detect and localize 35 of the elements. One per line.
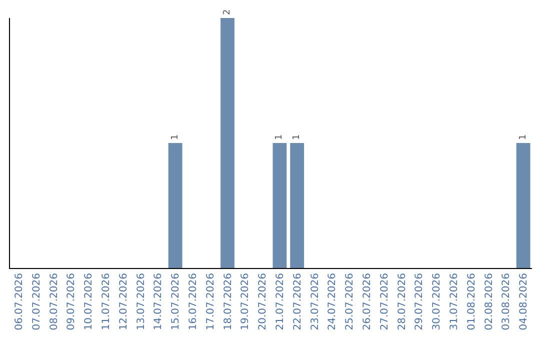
x-tick-label: 28.07.2026 — [396, 273, 408, 330]
x-tick-label: 17.07.2026 — [205, 273, 216, 330]
x-tick-label: 10.07.2026 — [84, 273, 95, 330]
x-tick-label: 04.08.2026 — [518, 273, 530, 330]
data-label: 2 — [222, 9, 232, 15]
x-tick-label: 01.08.2026 — [466, 273, 478, 330]
x-tick-label: 14.07.2026 — [153, 273, 164, 330]
x-tick-label: 19.07.2026 — [240, 273, 252, 330]
x-tick-label: 03.08.2026 — [501, 273, 512, 330]
x-tick-label: 27.07.2026 — [379, 273, 390, 330]
x-tick-label: 21.07.2026 — [274, 273, 286, 330]
x-tick-label: 02.08.2026 — [484, 273, 495, 330]
x-tick-label: 16.07.2026 — [188, 273, 199, 330]
x-tick-label: 22.07.2026 — [292, 273, 304, 330]
x-tick-label: 08.07.2026 — [48, 273, 60, 330]
x-tick-label: 11.07.2026 — [100, 273, 112, 330]
x-tick-label: 29.07.2026 — [414, 273, 426, 330]
x-tick-label: 30.07.2026 — [432, 273, 443, 330]
x-tick-label: 20.07.2026 — [258, 273, 269, 330]
x-tick-label: 24.07.2026 — [327, 273, 338, 330]
x-tick-label: 26.07.2026 — [362, 273, 373, 330]
x-tick-label: 07.07.2026 — [31, 273, 42, 330]
x-tick-label: 13.07.2026 — [136, 273, 147, 330]
x-tick-label: 06.07.2026 — [14, 273, 25, 330]
x-tick-label: 23.07.2026 — [310, 273, 321, 330]
x-tick-label: 09.07.2026 — [66, 273, 78, 330]
x-tick-label: 12.07.2026 — [118, 273, 130, 330]
data-label: 1 — [292, 134, 302, 140]
x-tick-label: 15.07.2026 — [170, 273, 182, 330]
x-tick-label: 25.07.2026 — [344, 273, 356, 330]
data-label: 1 — [518, 134, 528, 140]
data-label: 1 — [274, 134, 285, 140]
data-label: 1 — [170, 134, 180, 140]
x-tick-label: 18.07.2026 — [222, 273, 234, 330]
x-tick-label: 31.07.2026 — [448, 273, 460, 330]
